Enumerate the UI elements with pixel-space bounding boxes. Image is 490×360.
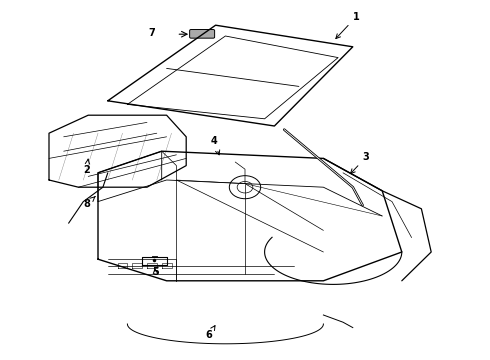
- Text: 5: 5: [152, 267, 159, 278]
- Text: 4: 4: [211, 136, 220, 155]
- Text: 1: 1: [336, 12, 360, 39]
- Text: 8: 8: [83, 197, 95, 209]
- Text: 3: 3: [350, 152, 369, 174]
- Text: 6: 6: [206, 326, 215, 340]
- Text: 7: 7: [148, 28, 155, 38]
- FancyBboxPatch shape: [190, 30, 215, 38]
- Text: 2: 2: [83, 159, 90, 175]
